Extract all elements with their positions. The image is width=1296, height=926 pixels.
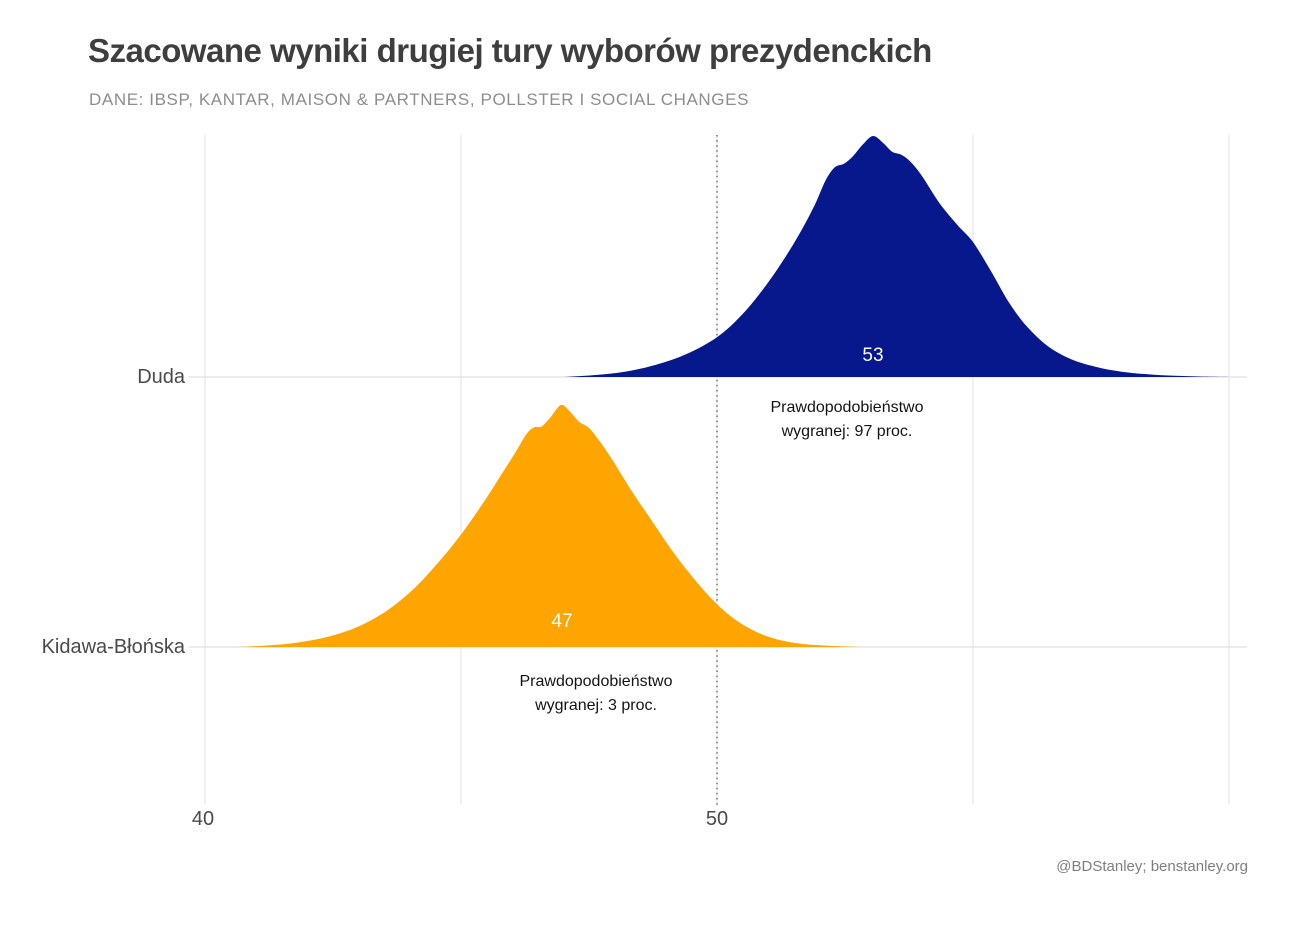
y-axis-label-kidawa-blonska: Kidawa-Błońska	[41, 636, 185, 658]
duda-peak-value-label: 53	[862, 345, 884, 366]
duda-note-line-1: Prawdopodobieństwo	[770, 399, 924, 416]
duda-note-line-2: wygranej: 97 proc.	[781, 423, 913, 440]
x-axis-tick-50: 50	[705, 808, 729, 830]
chart-subtitle: DANE: IBSP, KANTAR, MAISON & PARTNERS, P…	[89, 90, 750, 109]
y-axis-label-duda: Duda	[137, 366, 185, 388]
duda-win-probability-note: Prawdopodobieństwo wygranej: 97 proc.	[771, 396, 924, 444]
density-curve-duda	[563, 135, 1229, 377]
kidawa-peak-value-label: 47	[551, 611, 573, 632]
kidawa-win-probability-note: Prawdopodobieństwo wygranej: 3 proc.	[520, 670, 673, 718]
density-curve-kidawa-blonska	[235, 404, 861, 647]
x-axis-tick-40: 40	[191, 808, 215, 830]
kidawa-note-line-1: Prawdopodobieństwo	[519, 673, 673, 690]
attribution: @BDStanley; benstanley.org	[1056, 858, 1248, 875]
kidawa-note-line-2: wygranej: 3 proc.	[535, 697, 657, 714]
chart-title: Szacowane wyniki drugiej tury wyborów pr…	[88, 32, 932, 69]
